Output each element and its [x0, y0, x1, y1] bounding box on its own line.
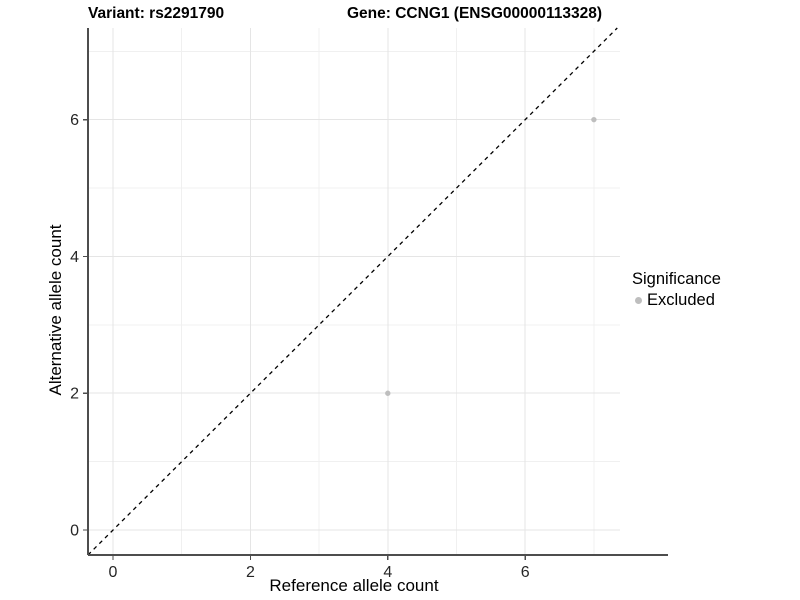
x-tick-label: 2 — [246, 564, 255, 581]
legend-point-icon — [635, 296, 642, 304]
legend-item-excluded: Excluded — [632, 291, 721, 309]
y-tick-label: 0 — [70, 523, 79, 540]
y-tick-label: 4 — [70, 249, 79, 266]
legend: Significance Excluded — [632, 270, 721, 309]
x-tick-label: 4 — [383, 564, 392, 581]
identity-reference-line — [87, 27, 618, 556]
x-axis-title: Reference allele count — [269, 576, 439, 595]
y-axis-title: Alternative allele count — [46, 224, 65, 396]
x-tick-label: 0 — [109, 564, 118, 581]
legend-title: Significance — [632, 270, 721, 288]
data-point — [591, 116, 597, 123]
x-tick-label: 6 — [521, 564, 530, 581]
data-point — [385, 390, 391, 396]
y-tick-label: 6 — [70, 112, 79, 129]
legend-item-label: Excluded — [647, 291, 715, 309]
y-tick-label: 2 — [70, 386, 79, 403]
variant-title: Variant: rs2291790 — [88, 5, 225, 22]
gene-title: Gene: CCNG1 (ENSG00000113328) — [347, 5, 603, 22]
